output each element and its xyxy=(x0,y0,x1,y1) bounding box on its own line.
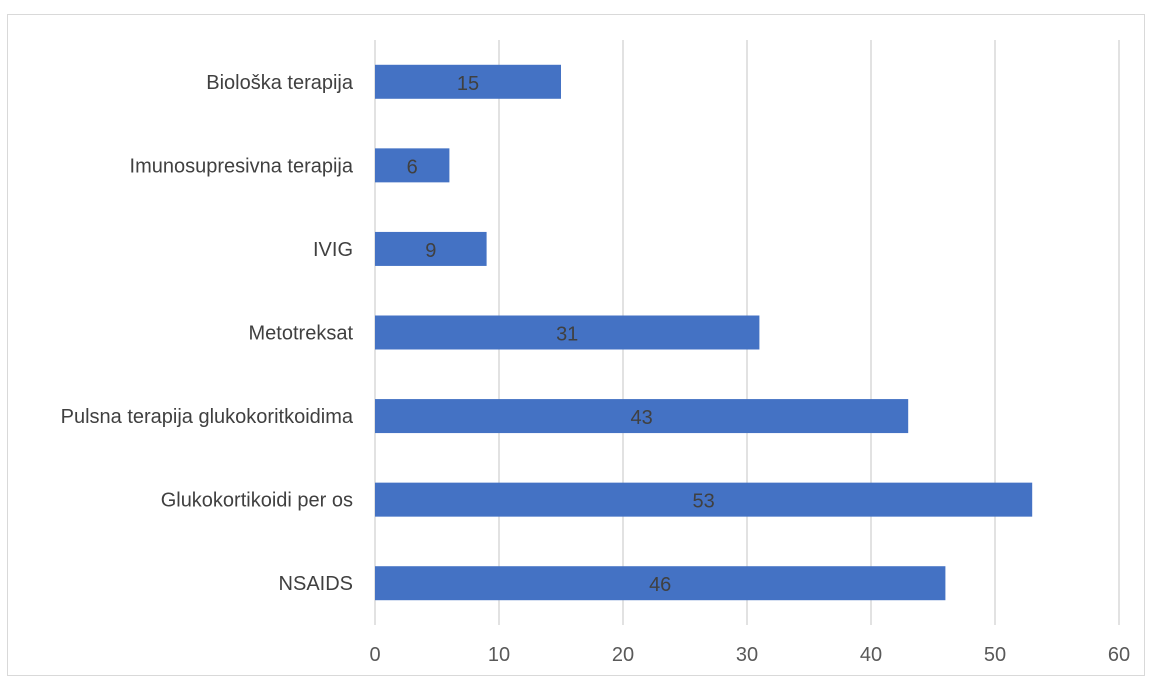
data-label: 43 xyxy=(630,407,652,429)
x-tick-label: 40 xyxy=(860,644,882,666)
x-tick-labels: 0 10 20 30 40 50 60 xyxy=(369,644,1130,666)
bar xyxy=(375,315,760,350)
category-label: Glukokortikoidi per os xyxy=(161,490,353,512)
bars xyxy=(375,64,1033,601)
bar xyxy=(375,399,909,434)
data-labels: 46 53 43 31 9 6 15 xyxy=(407,73,715,596)
category-label: Biološka terapija xyxy=(206,72,354,94)
bar xyxy=(375,148,450,183)
data-label: 9 xyxy=(425,240,436,262)
data-label: 53 xyxy=(692,491,714,513)
x-tick-label: 50 xyxy=(984,644,1006,666)
x-tick-label: 20 xyxy=(612,644,634,666)
category-label: Pulsna terapija glukokoritkoidima xyxy=(61,406,354,428)
x-tick-label: 0 xyxy=(369,644,380,666)
data-label: 15 xyxy=(457,73,479,95)
x-tick-label: 10 xyxy=(488,644,510,666)
bar xyxy=(375,566,946,601)
category-label: IVIG xyxy=(313,239,353,261)
category-label: Metotreksat xyxy=(249,323,354,345)
gridlines xyxy=(374,40,1120,625)
bar xyxy=(375,482,1033,517)
x-tick-label: 60 xyxy=(1108,644,1130,666)
category-labels: NSAIDS Glukokortikoidi per os Pulsna terap… xyxy=(61,72,354,595)
bar xyxy=(375,64,561,99)
data-label: 46 xyxy=(649,574,671,596)
bar xyxy=(375,231,487,266)
x-tick-label: 30 xyxy=(736,644,758,666)
data-label: 31 xyxy=(556,324,578,346)
category-label: Imunosupresivna terapija xyxy=(130,155,354,177)
data-label: 6 xyxy=(407,156,418,178)
category-label: NSAIDS xyxy=(279,573,353,595)
